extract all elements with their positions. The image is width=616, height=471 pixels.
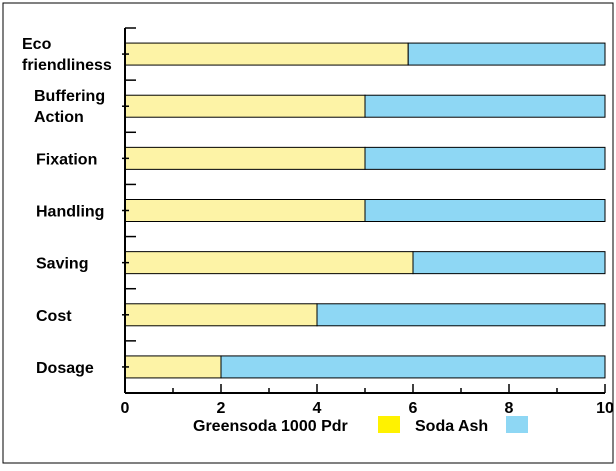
legend: Greensoda 1000 Pdr Soda Ash bbox=[193, 416, 528, 435]
category-label: Saving bbox=[36, 256, 88, 273]
bar-soda-ash-5 bbox=[316, 303, 606, 327]
category-labels: Eco friendliness Buffering Action Fixation Ha… bbox=[22, 36, 112, 377]
bars-group bbox=[124, 42, 606, 379]
category-label: Fixation bbox=[36, 151, 97, 168]
bar-greensoda-6 bbox=[124, 355, 222, 379]
legend-label-soda-ash: Soda Ash bbox=[415, 418, 488, 435]
legend-swatch-greensoda bbox=[378, 416, 400, 433]
category-label: Cost bbox=[36, 308, 72, 325]
bar-soda-ash-6 bbox=[220, 355, 606, 379]
x-tick-label: 2 bbox=[217, 400, 226, 417]
bar-greensoda-1 bbox=[124, 94, 366, 118]
category-label: Buffering Action bbox=[34, 88, 105, 126]
axes-group bbox=[122, 27, 606, 394]
x-tick-label: 0 bbox=[121, 400, 130, 417]
category-label: Eco friendliness bbox=[22, 36, 112, 74]
bar-greensoda-0 bbox=[124, 42, 409, 66]
bar-soda-ash-3 bbox=[364, 199, 606, 222]
category-label: Handling bbox=[36, 204, 104, 221]
legend-label-greensoda: Greensoda 1000 Pdr bbox=[193, 418, 348, 435]
bar-soda-ash-0 bbox=[407, 42, 606, 66]
bar-greensoda-3 bbox=[124, 199, 366, 222]
x-tick-label: 4 bbox=[313, 400, 322, 417]
x-tick-labels: 0 2 4 6 8 10 bbox=[121, 400, 614, 417]
outer-border bbox=[2, 2, 614, 464]
legend-swatch-soda-ash bbox=[506, 416, 528, 433]
bar-greensoda-5 bbox=[124, 303, 318, 327]
x-tick-label: 6 bbox=[409, 400, 418, 417]
bar-greensoda-2 bbox=[124, 146, 366, 170]
bar-soda-ash-4 bbox=[412, 251, 606, 275]
bar-soda-ash-2 bbox=[364, 146, 606, 170]
chart-frame bbox=[2, 2, 614, 464]
x-tick-label: 8 bbox=[505, 400, 514, 417]
x-tick-label: 10 bbox=[596, 400, 614, 417]
bar-soda-ash-1 bbox=[364, 94, 606, 118]
bar-greensoda-4 bbox=[124, 251, 414, 275]
category-label: Dosage bbox=[36, 360, 94, 377]
